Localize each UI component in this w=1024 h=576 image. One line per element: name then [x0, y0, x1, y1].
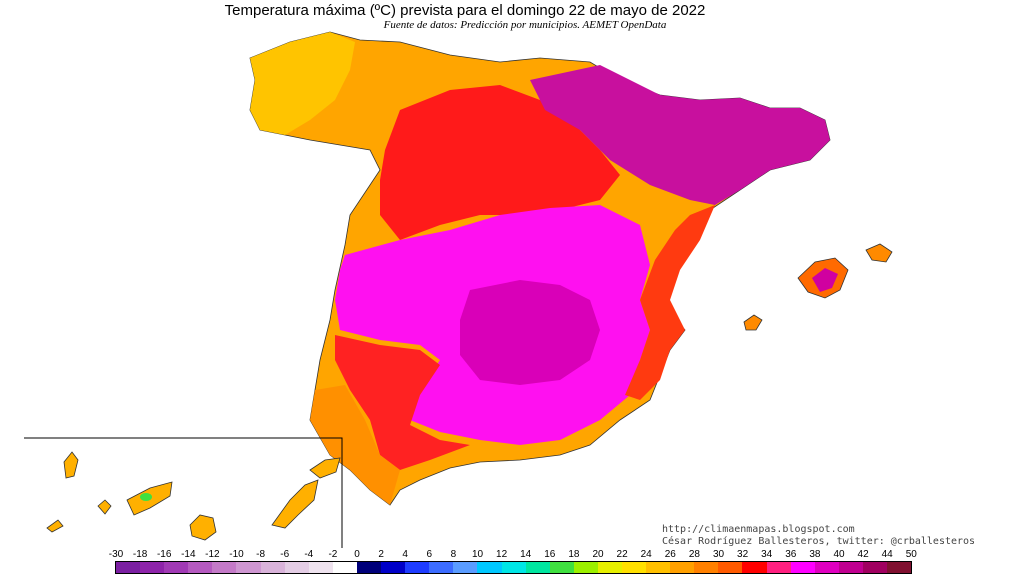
legend-swatch [862, 562, 887, 573]
legend-label: 30 [712, 549, 725, 560]
credits-url: http://climaenmapas.blogspot.com [662, 524, 855, 535]
fuerteventura-island [271, 479, 319, 529]
teide-summit [140, 493, 152, 501]
legend-label: 14 [520, 549, 532, 560]
legend-label: -30 [108, 549, 124, 560]
legend-label: 32 [737, 549, 749, 560]
legend-label: -16 [156, 549, 172, 560]
legend-label: 24 [640, 549, 652, 560]
legend-label: 50 [905, 549, 917, 560]
east-coast-region [625, 205, 715, 400]
legend-label: 26 [664, 549, 676, 560]
legend-label: 0 [354, 549, 360, 560]
legend-swatch [646, 562, 671, 573]
legend-swatch [116, 562, 141, 573]
legend-label: 40 [833, 549, 845, 560]
legend-label: -12 [205, 549, 220, 560]
legend-label: 42 [857, 549, 869, 560]
legend-label: 44 [881, 549, 893, 560]
legend-swatch [212, 562, 237, 573]
legend-label: 18 [568, 549, 580, 560]
legend-swatch [694, 562, 719, 573]
legend-swatch [501, 562, 526, 573]
legend-swatch [814, 562, 839, 573]
credits: http://climaenmapas.blogspot.com César R… [662, 524, 975, 548]
legend-swatch [670, 562, 695, 573]
legend-swatch [356, 562, 382, 573]
legend-label: 28 [688, 549, 700, 560]
andalusia-region [335, 335, 470, 470]
legend-swatch [332, 562, 357, 573]
legend-swatch [260, 562, 285, 573]
legend-swatch [621, 562, 647, 573]
la-palma-island [63, 451, 79, 479]
legend-label: 6 [426, 549, 433, 560]
map-title: Temperatura máxima (ºC) prevista para el… [224, 2, 706, 19]
color-legend [115, 561, 913, 574]
legend-label: 34 [761, 549, 773, 560]
map-subtitle: Fuente de datos: Predicción por municipi… [383, 19, 667, 31]
legend-swatch [405, 562, 430, 573]
legend-swatch [549, 562, 574, 573]
legend-label: 8 [450, 549, 457, 560]
legend-swatch [236, 562, 261, 573]
huelva-cadiz-region [310, 385, 400, 505]
canary-inset-frame [24, 437, 343, 548]
legend-label: -6 [280, 549, 290, 560]
legend-label: 10 [471, 549, 484, 560]
legend-label: -4 [304, 549, 314, 560]
legend-label: -14 [181, 549, 196, 560]
legend-label: 12 [496, 549, 508, 560]
el-hierro-island [46, 519, 64, 533]
ebro-valley-region [530, 65, 830, 205]
legend-labels: -30 -18 -16 -14 -12 -10 -8 -6 -4 -2 0 2 4 6 8 10 12 14 16 1… [0, 549, 1024, 561]
legend-swatch [140, 562, 165, 573]
ibiza-island [743, 314, 763, 331]
legend-label: 20 [592, 549, 604, 560]
central-north-region [380, 85, 620, 240]
gran-canaria-island [189, 514, 217, 541]
legend-label: 16 [544, 549, 556, 560]
legend-swatch [887, 562, 912, 573]
menorca-island [865, 243, 893, 263]
legend-swatch [718, 562, 743, 573]
legend-swatch [742, 562, 767, 573]
legend-label: -18 [132, 549, 148, 560]
legend-label: 38 [809, 549, 821, 560]
la-mancha-region [460, 280, 600, 385]
legend-swatch [525, 562, 550, 573]
legend-label: 2 [378, 549, 384, 560]
legend-swatch [164, 562, 189, 573]
legend-label: -10 [229, 549, 244, 560]
legend-swatch [766, 562, 791, 573]
credits-author: César Rodríguez Ballesteros, twitter: @c… [662, 536, 976, 547]
legend-swatch [381, 562, 406, 573]
la-gomera-island [97, 499, 112, 515]
legend-swatch [790, 562, 815, 573]
legend-label: -2 [328, 549, 338, 560]
legend-swatch [188, 562, 213, 573]
legend-swatch [597, 562, 622, 573]
legend-swatch [573, 562, 598, 573]
legend-label: -8 [256, 549, 266, 560]
legend-swatch [838, 562, 863, 573]
legend-swatch [284, 562, 309, 573]
legend-swatch [477, 562, 502, 573]
lanzarote-island [309, 457, 341, 479]
mallorca-center [812, 268, 838, 292]
galicia-region [250, 32, 355, 135]
legend-swatch [308, 562, 333, 573]
legend-label: 22 [616, 549, 628, 560]
legend-label: 36 [785, 549, 797, 560]
legend-swatch [453, 562, 478, 573]
legend-swatch [429, 562, 454, 573]
legend-label: 4 [402, 549, 408, 560]
